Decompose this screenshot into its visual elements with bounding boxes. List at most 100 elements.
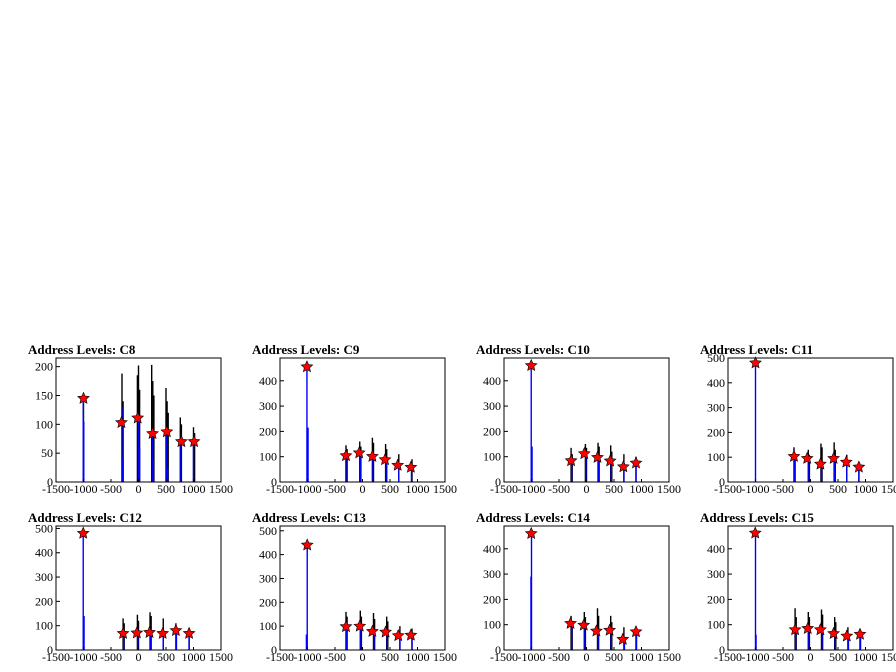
x-tick-label: 1500 [209, 650, 233, 664]
x-tick-label: 0 [360, 482, 366, 496]
x-tick-label: 1500 [881, 482, 896, 496]
peak-marker [169, 623, 183, 637]
x-tick-label: -1500 [490, 650, 518, 664]
x-tick-label: 500 [605, 650, 623, 664]
plot-panel: Address Levels: C8-1500 -1000 -500 0 500 1000… [28, 342, 233, 496]
y-tick-label: 100 [483, 618, 501, 632]
y-tick-label: 200 [483, 592, 501, 606]
y-tick-label: 400 [35, 546, 53, 560]
y-tick-label: 300 [259, 399, 277, 413]
peak-marker [131, 411, 145, 424]
plot-title: Address Levels: C8 [28, 342, 136, 357]
peak-marker [749, 356, 762, 369]
peak-marker [174, 434, 188, 448]
x-tick-label: 1500 [657, 482, 681, 496]
x-tick-label: 1000 [406, 650, 430, 664]
peak-marker [839, 455, 853, 468]
x-tick-label: 0 [584, 482, 590, 496]
peak-marker [115, 415, 128, 429]
peak-marker [840, 629, 854, 642]
peak-marker [787, 449, 801, 462]
x-tick-label: -1500 [490, 482, 518, 496]
x-tick-label: 1000 [854, 482, 878, 496]
plot-title: Address Levels: C10 [476, 342, 590, 357]
y-tick-label: 0 [495, 475, 501, 489]
peak-marker [852, 460, 866, 473]
x-tick-label: 500 [605, 482, 623, 496]
peak-marker [577, 618, 591, 631]
plot-title: Address Levels: C9 [252, 342, 360, 357]
peak-marker [801, 621, 815, 634]
peak-marker [365, 449, 379, 462]
x-tick-label: 1000 [406, 482, 430, 496]
y-tick-label: 400 [259, 374, 277, 388]
y-tick-label: 200 [707, 592, 725, 606]
y-tick-label: 0 [719, 643, 725, 657]
plot-title: Address Levels: C12 [28, 510, 142, 525]
peak-marker [130, 626, 144, 639]
x-tick-label: 1500 [433, 650, 457, 664]
x-tick-label: -500 [548, 482, 570, 496]
peak-marker [404, 628, 418, 641]
peak-marker [577, 446, 591, 460]
x-tick-label: 500 [381, 650, 399, 664]
x-tick-label: -1000 [518, 482, 546, 496]
x-tick-label: 500 [157, 482, 175, 496]
peak-marker [300, 360, 314, 373]
y-tick-label: 200 [259, 595, 277, 609]
x-tick-label: -1000 [518, 650, 546, 664]
y-tick-label: 200 [707, 425, 725, 439]
peak-marker [146, 426, 159, 440]
peak-marker [404, 460, 418, 473]
x-tick-label: -500 [548, 650, 570, 664]
y-tick-label: 500 [259, 524, 277, 538]
y-tick-label: 100 [35, 417, 53, 431]
x-tick-label: 0 [360, 650, 366, 664]
peak-marker [589, 624, 603, 637]
x-tick-label: 500 [829, 482, 847, 496]
x-tick-label: -1500 [266, 482, 294, 496]
plot-panel: Address Levels: C12 -1500 -1000 -500 0 500 100… [28, 510, 233, 664]
peak-marker [813, 623, 827, 636]
y-tick-label: 500 [707, 351, 725, 365]
y-tick-label: 100 [707, 450, 725, 464]
x-tick-label: 500 [829, 650, 847, 664]
peak-marker [143, 625, 156, 638]
peak-marker [788, 623, 802, 636]
peak-marker [524, 358, 538, 372]
x-tick-label: -1000 [70, 650, 98, 664]
y-tick-label: 300 [707, 401, 725, 415]
y-tick-label: 400 [707, 376, 725, 390]
peak-marker [160, 425, 174, 438]
plot-panel: Address Levels: C13 -1500 -1000 -500 0 500 100… [252, 510, 457, 664]
peak-marker [116, 626, 130, 639]
plot-frame [503, 525, 670, 651]
y-tick-label: 200 [483, 424, 501, 438]
peak-marker [616, 632, 630, 645]
plot-panel: Address Levels: C9-1500 -1000 -500 0 500 1000… [252, 342, 457, 496]
plot-title: Address Levels: C11 [700, 342, 813, 357]
plot-title: Address Levels: C13 [252, 510, 366, 525]
peak-marker [182, 626, 196, 639]
x-tick-label: -1000 [294, 650, 322, 664]
peak-marker [187, 434, 201, 448]
x-tick-label: 1000 [182, 482, 206, 496]
peak-marker [603, 454, 617, 467]
plot-panel: Address Levels: C15 -1500 -1000 -500 0 500 100… [700, 510, 896, 664]
peak-marker [300, 538, 314, 551]
peak-marker [813, 457, 827, 470]
peak-marker [77, 391, 90, 404]
peak-marker [379, 625, 393, 638]
peak-marker [378, 452, 392, 466]
x-tick-label: -1500 [42, 650, 70, 664]
x-tick-label: -500 [100, 482, 122, 496]
peak-marker [853, 627, 867, 640]
peak-marker [524, 526, 538, 540]
peak-marker [352, 446, 366, 459]
y-tick-label: 0 [271, 643, 277, 657]
x-tick-label: 1500 [881, 650, 896, 664]
y-tick-label: 100 [483, 450, 501, 464]
x-tick-label: 1000 [854, 650, 878, 664]
